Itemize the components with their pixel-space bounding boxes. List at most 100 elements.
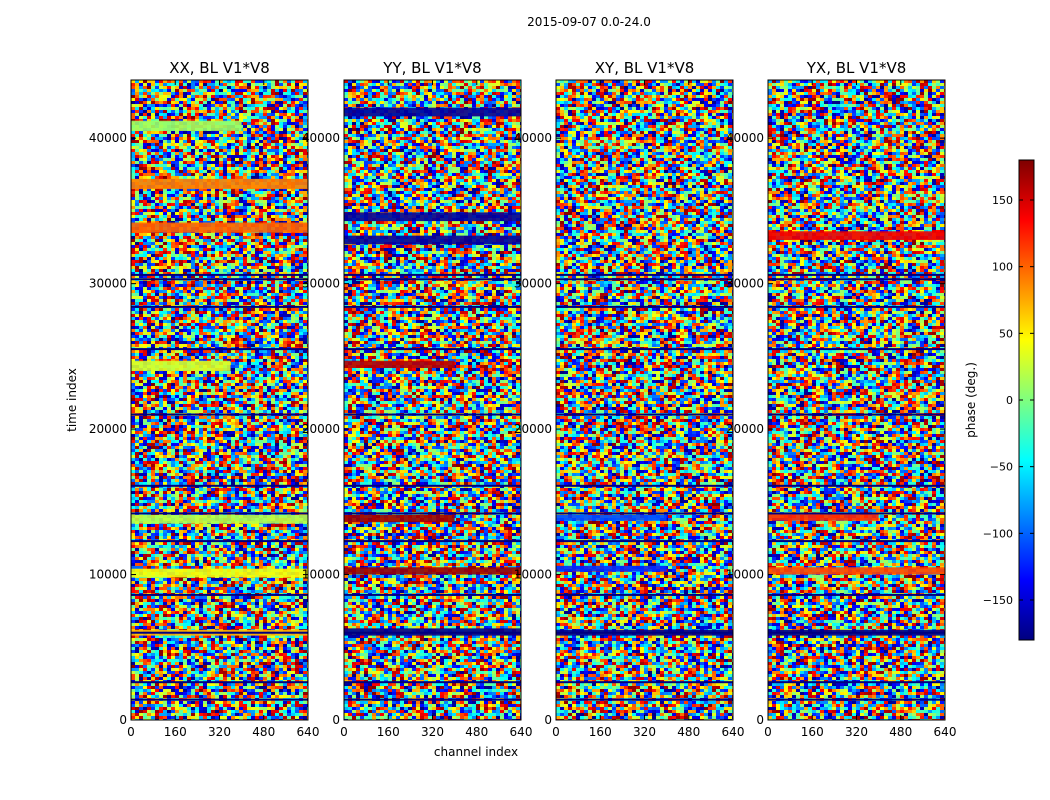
colorbar-tick-label: 50 — [999, 327, 1013, 340]
y-tick-label: 10000 — [514, 568, 552, 582]
flagged-row — [768, 273, 945, 276]
colorbar: 150 100 50 0 −50 −100 −150 phase (deg.) — [964, 159, 1035, 641]
y-tick-label: 20000 — [514, 422, 552, 436]
flagged-row — [344, 631, 521, 634]
x-tick-label: 0 — [552, 725, 560, 739]
panels-group: XX, BL V1*V8 0 160 320 480 640 0 10000 20000 3000… — [89, 59, 957, 739]
flagged-row — [556, 273, 733, 276]
phase-band — [131, 178, 308, 190]
x-tick-label: 0 — [127, 725, 135, 739]
colorbar-ticks: 150 100 50 0 −50 −100 −150 — [983, 194, 1034, 607]
x-tick-label: 640 — [722, 725, 745, 739]
colorbar-tick-label: −100 — [983, 527, 1013, 540]
flagged-row — [131, 413, 308, 416]
x-tick-label: 160 — [589, 725, 612, 739]
flagged-row — [768, 348, 945, 351]
colorbar-tick-label: 0 — [1006, 394, 1013, 407]
flagged-row — [131, 278, 308, 281]
flagged-row — [344, 484, 521, 487]
phase-band — [344, 360, 455, 368]
colorbar-label: phase (deg.) — [964, 362, 978, 438]
flagged-row — [131, 540, 308, 543]
flagged-row — [344, 593, 521, 596]
flagged-row — [768, 305, 945, 308]
flagged-row — [131, 631, 308, 634]
y-tick-label: 10000 — [302, 568, 340, 582]
y-tick-label: 0 — [544, 713, 552, 727]
phase-band — [344, 212, 521, 222]
x-tick-label: 480 — [677, 725, 700, 739]
flagged-row — [556, 484, 733, 487]
flagged-row — [556, 305, 733, 308]
y-tick-label: 0 — [756, 713, 764, 727]
flagged-row — [344, 512, 521, 515]
x-tick-label: 320 — [633, 725, 656, 739]
flagged-row — [556, 593, 733, 596]
y-tick-label: 40000 — [302, 131, 340, 145]
colorbar-tick-label: 150 — [992, 194, 1013, 207]
phase-band — [131, 568, 308, 578]
phase-heatmap-xx — [131, 80, 308, 720]
phase-band — [344, 567, 521, 575]
flagged-row — [768, 681, 945, 684]
y-tick-label: 20000 — [302, 422, 340, 436]
flagged-row — [131, 593, 308, 596]
phase-band — [131, 222, 308, 233]
phase-band — [344, 235, 521, 245]
flagged-row — [556, 540, 733, 543]
y-tick-label: 20000 — [726, 422, 764, 436]
x-tick-label: 640 — [297, 725, 320, 739]
y-tick-label: 30000 — [302, 277, 340, 291]
panel-yx: YX, BL V1*V8 0 160 320 480 640 0 10000 20000 3000… — [726, 59, 957, 739]
flagged-row — [344, 413, 521, 416]
colorbar-tick-label: −150 — [983, 594, 1013, 607]
x-tick-label: 640 — [510, 725, 533, 739]
phase-band — [344, 514, 455, 523]
x-tick-label: 160 — [377, 725, 400, 739]
x-tick-label: 320 — [421, 725, 444, 739]
x-axis-label: channel index — [434, 745, 518, 759]
flagged-row — [131, 305, 308, 308]
y-tick-label: 30000 — [89, 277, 127, 291]
flagged-row — [131, 681, 308, 684]
flagged-row — [768, 512, 945, 515]
y-tick-label: 0 — [332, 713, 340, 727]
phase-band — [344, 107, 521, 117]
flagged-row — [768, 698, 945, 701]
panel-title-yy: YY, BL V1*V8 — [382, 59, 481, 77]
flagged-row — [131, 348, 308, 351]
flagged-row — [556, 631, 733, 634]
y-tick-label: 30000 — [514, 277, 552, 291]
x-tick-label: 0 — [764, 725, 772, 739]
y-tick-label: 30000 — [726, 277, 764, 291]
flagged-row — [768, 413, 945, 416]
flagged-row — [768, 278, 945, 281]
flagged-row — [344, 698, 521, 701]
x-tick-label: 480 — [889, 725, 912, 739]
flagged-row — [131, 698, 308, 701]
phase-heatmap-yx — [768, 80, 945, 720]
flagged-row — [556, 681, 733, 684]
panel-xy: XY, BL V1*V8 0 160 320 480 640 0 10000 20000 3000… — [514, 59, 745, 739]
phase-band — [131, 514, 308, 524]
flagged-row — [556, 278, 733, 281]
phase-band — [556, 565, 667, 572]
phase-band — [768, 513, 879, 521]
flagged-row — [556, 698, 733, 701]
y-tick-label: 20000 — [89, 422, 127, 436]
x-tick-label: 320 — [845, 725, 868, 739]
x-tick-label: 480 — [252, 725, 275, 739]
panel-title-xy: XY, BL V1*V8 — [595, 59, 695, 77]
x-tick-label: 640 — [934, 725, 957, 739]
flagged-row — [344, 681, 521, 684]
x-tick-label: 0 — [340, 725, 348, 739]
phase-band — [131, 360, 231, 371]
colorbar-tick-label: −50 — [990, 461, 1013, 474]
phase-band — [768, 231, 945, 240]
x-tick-label: 480 — [465, 725, 488, 739]
y-tick-label: 40000 — [89, 131, 127, 145]
panel-title-xx: XX, BL V1*V8 — [169, 59, 270, 77]
flagged-row — [344, 305, 521, 308]
y-tick-label: 0 — [119, 713, 127, 727]
